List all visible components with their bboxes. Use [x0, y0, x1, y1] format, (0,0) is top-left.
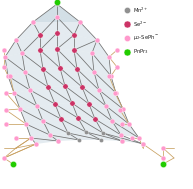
Polygon shape — [33, 17, 57, 35]
Polygon shape — [89, 104, 112, 121]
Polygon shape — [92, 53, 111, 76]
Text: Se$^{2-}$: Se$^{2-}$ — [133, 19, 147, 29]
Polygon shape — [5, 57, 25, 76]
Polygon shape — [82, 87, 106, 106]
Polygon shape — [25, 72, 48, 90]
Polygon shape — [5, 40, 22, 57]
Polygon shape — [60, 68, 82, 87]
Polygon shape — [92, 53, 111, 76]
Polygon shape — [92, 40, 109, 57]
Polygon shape — [72, 103, 95, 119]
Polygon shape — [48, 86, 72, 103]
Polygon shape — [95, 119, 121, 135]
Polygon shape — [40, 17, 57, 35]
Polygon shape — [65, 86, 89, 104]
Text: $\mu_2$-SePh$^-$: $\mu_2$-SePh$^-$ — [133, 33, 159, 43]
Polygon shape — [82, 87, 106, 106]
Polygon shape — [72, 103, 95, 119]
Polygon shape — [8, 76, 30, 93]
Polygon shape — [16, 35, 40, 53]
Polygon shape — [37, 104, 61, 119]
Polygon shape — [31, 135, 58, 141]
Polygon shape — [68, 133, 101, 140]
Polygon shape — [57, 35, 74, 50]
Polygon shape — [89, 104, 112, 121]
Polygon shape — [99, 90, 123, 109]
Polygon shape — [22, 35, 40, 53]
Polygon shape — [33, 4, 57, 22]
Polygon shape — [22, 53, 43, 72]
Polygon shape — [57, 33, 74, 49]
Polygon shape — [57, 4, 80, 22]
Polygon shape — [112, 121, 139, 138]
Polygon shape — [57, 49, 77, 69]
Polygon shape — [78, 118, 103, 133]
Polygon shape — [50, 133, 79, 140]
Polygon shape — [30, 90, 55, 106]
Polygon shape — [50, 135, 79, 141]
Polygon shape — [43, 69, 65, 87]
Polygon shape — [106, 106, 129, 124]
Polygon shape — [20, 106, 43, 121]
Polygon shape — [103, 133, 143, 144]
Polygon shape — [48, 87, 72, 104]
Polygon shape — [77, 69, 99, 90]
Polygon shape — [43, 121, 68, 135]
Polygon shape — [86, 132, 122, 141]
Polygon shape — [16, 22, 40, 40]
Polygon shape — [103, 133, 143, 144]
Polygon shape — [20, 109, 43, 124]
Polygon shape — [8, 72, 30, 90]
Polygon shape — [106, 106, 129, 124]
Polygon shape — [33, 4, 80, 22]
Polygon shape — [60, 68, 82, 87]
Polygon shape — [74, 22, 97, 40]
Polygon shape — [25, 69, 48, 87]
Polygon shape — [86, 132, 122, 141]
Polygon shape — [40, 33, 57, 50]
Polygon shape — [61, 119, 86, 133]
Polygon shape — [61, 118, 86, 132]
Polygon shape — [77, 69, 99, 90]
Polygon shape — [22, 50, 43, 69]
Polygon shape — [5, 53, 25, 72]
Polygon shape — [65, 86, 89, 104]
Polygon shape — [95, 119, 121, 135]
Polygon shape — [57, 17, 80, 35]
Polygon shape — [57, 49, 77, 69]
Polygon shape — [26, 124, 50, 138]
Polygon shape — [43, 68, 65, 86]
Polygon shape — [37, 106, 61, 121]
Text: Mn$^{2+}$: Mn$^{2+}$ — [133, 5, 149, 15]
Polygon shape — [94, 72, 116, 93]
Polygon shape — [43, 119, 68, 133]
Polygon shape — [94, 72, 116, 93]
Polygon shape — [68, 132, 101, 140]
Polygon shape — [26, 121, 50, 135]
Polygon shape — [31, 138, 58, 144]
Polygon shape — [74, 40, 97, 53]
Polygon shape — [74, 35, 97, 50]
Polygon shape — [30, 87, 55, 104]
Polygon shape — [55, 104, 78, 119]
Polygon shape — [14, 90, 37, 106]
Polygon shape — [78, 118, 103, 133]
Polygon shape — [14, 93, 37, 109]
Polygon shape — [55, 103, 78, 118]
Polygon shape — [112, 121, 139, 138]
Text: PnPr$_3$: PnPr$_3$ — [133, 48, 149, 57]
Polygon shape — [40, 49, 60, 68]
Polygon shape — [74, 50, 94, 72]
Polygon shape — [40, 50, 60, 69]
Polygon shape — [57, 17, 74, 35]
Polygon shape — [99, 90, 123, 109]
Polygon shape — [74, 50, 94, 72]
Polygon shape — [40, 33, 57, 50]
